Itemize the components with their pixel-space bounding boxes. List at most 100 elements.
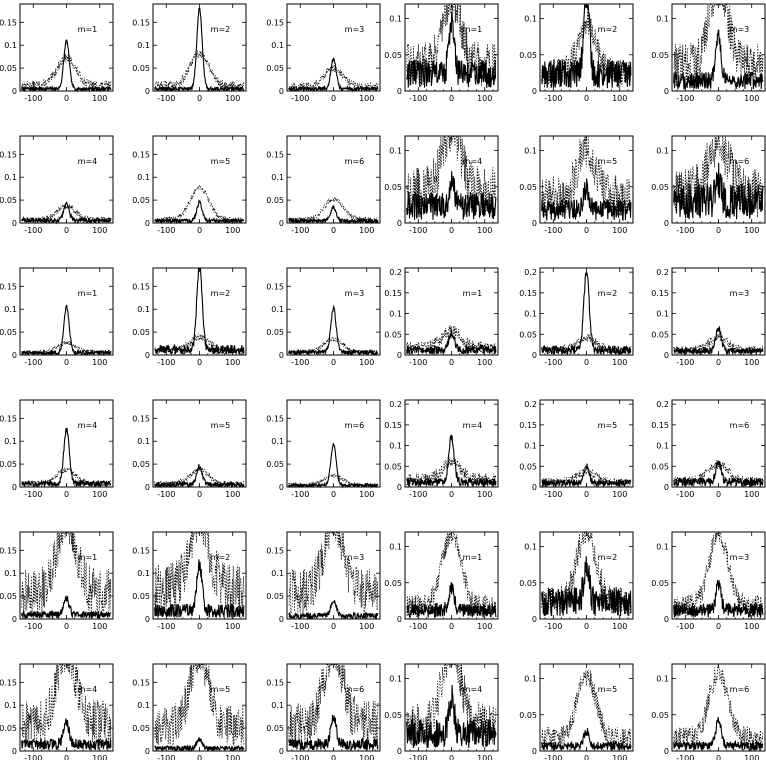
- series-solid: [21, 427, 112, 489]
- x-tick-label: -100: [676, 490, 694, 499]
- panel-label: m=4: [78, 685, 98, 694]
- panel-label: m=5: [211, 421, 231, 430]
- x-tick-label: -100: [409, 226, 427, 235]
- y-tick-label: 0: [532, 615, 537, 624]
- x-tick-label: 100: [612, 490, 627, 499]
- y-tick-label: 0.1: [389, 147, 402, 156]
- series-solid: [673, 460, 764, 488]
- x-tick-label: -100: [291, 94, 309, 103]
- x-tick-label: -100: [676, 226, 694, 235]
- panel-label: m=6: [345, 157, 365, 166]
- panel-label: m=2: [211, 289, 231, 298]
- x-tick-label: -100: [24, 94, 42, 103]
- panel-5-1: -100 0 100 0 0.05 0.1 0.15 m=5: [132, 663, 247, 760]
- y-tick-label: 0: [532, 483, 537, 492]
- y-tick-label: 0.05: [266, 724, 284, 733]
- y-tick-label: 0.1: [389, 675, 402, 684]
- panel-label: m=5: [598, 421, 618, 430]
- series-solid: [673, 717, 764, 752]
- y-tick-label: 0: [279, 483, 284, 492]
- panel-5-3: -100 0 100 0 0.05 0.1 m=4: [384, 663, 499, 760]
- y-tick-label: 0: [664, 87, 669, 96]
- x-tick-label: 100: [225, 94, 240, 103]
- series-solid: [673, 29, 764, 90]
- series-dotted: [673, 4, 764, 87]
- panel-frame: [152, 267, 247, 356]
- panel-label: m=1: [78, 289, 98, 298]
- panel-2-3: -100 0 100 0 0.05 0.1 0.15 0.2 m=1: [384, 267, 499, 367]
- x-tick-label: 0: [331, 226, 336, 235]
- panel-5-5: -100 0 100 0 0.05 0.1 m=6: [651, 663, 766, 760]
- series-solid: [154, 7, 245, 93]
- x-tick-label: 0: [449, 754, 454, 760]
- y-tick-label: 0.05: [384, 183, 402, 192]
- panel-frame: [286, 135, 381, 224]
- x-tick-label: 100: [744, 754, 759, 760]
- series-dotted: [154, 664, 245, 746]
- x-tick-label: 100: [225, 358, 240, 367]
- panel-label: m=3: [345, 25, 365, 34]
- y-tick-label: 0: [279, 87, 284, 96]
- x-tick-label: 0: [449, 226, 454, 235]
- series-dotted: [21, 53, 112, 91]
- y-tick-label: 0.05: [519, 183, 537, 192]
- panel-label: m=4: [78, 157, 98, 166]
- y-tick-label: 0.1: [271, 173, 284, 182]
- panel-label: m=5: [598, 157, 618, 166]
- y-tick-label: 0: [532, 219, 537, 228]
- panel-label: m=2: [598, 25, 618, 34]
- series-solid: [541, 463, 632, 488]
- x-tick-label: 0: [716, 754, 721, 760]
- panel-frame: [19, 399, 114, 488]
- x-tick-label: -100: [291, 754, 309, 760]
- x-tick-label: -100: [409, 622, 427, 631]
- y-tick-label: 0.1: [524, 675, 537, 684]
- y-tick-label: 0.15: [651, 289, 669, 298]
- panel-4-4: -100 0 100 0 0.05 0.1 m=2: [519, 531, 634, 631]
- y-tick-label: 0.2: [389, 268, 402, 277]
- series-solid: [288, 443, 379, 489]
- panel-frame: [19, 135, 114, 224]
- panel-label: m=3: [345, 553, 365, 562]
- y-tick-label: 0.05: [0, 64, 17, 73]
- panel-frame: [671, 399, 766, 488]
- panel-frame: [539, 267, 634, 356]
- panel-3-3: -100 0 100 0 0.05 0.1 0.15 0.2 m=4: [384, 399, 499, 499]
- x-tick-label: 100: [477, 754, 492, 760]
- y-tick-label: 0.05: [384, 330, 402, 339]
- panel-1-2: -100 0 100 0 0.05 0.1 0.15 m=6: [266, 135, 381, 235]
- x-tick-label: 100: [477, 490, 492, 499]
- y-tick-label: 0: [532, 351, 537, 360]
- y-tick-label: 0: [279, 351, 284, 360]
- y-tick-label: 0.1: [656, 543, 669, 552]
- x-tick-label: -100: [409, 358, 427, 367]
- series-solid: [21, 200, 112, 225]
- x-tick-label: 0: [584, 490, 589, 499]
- y-tick-label: 0.05: [132, 196, 150, 205]
- panel-frame: [19, 3, 114, 92]
- series-solid: [406, 171, 497, 220]
- series-solid: [154, 737, 245, 752]
- y-tick-label: 0: [279, 615, 284, 624]
- y-tick-label: 0: [397, 87, 402, 96]
- y-tick-label: 0.05: [519, 330, 537, 339]
- panel-frame: [539, 663, 634, 752]
- y-tick-label: 0: [664, 219, 669, 228]
- panel-frame: [152, 3, 247, 92]
- x-tick-label: 0: [716, 490, 721, 499]
- y-tick-label: 0.15: [0, 414, 17, 423]
- panel-3-0: -100 0 100 0 0.05 0.1 0.15 m=4: [0, 399, 114, 499]
- y-tick-label: 0.15: [132, 18, 150, 27]
- panel-4-5: -100 0 100 0 0.05 0.1 m=3: [651, 531, 766, 631]
- panel-frame: [19, 267, 114, 356]
- x-tick-label: 100: [92, 358, 107, 367]
- series-dotted: [154, 50, 245, 91]
- x-tick-label: 0: [716, 94, 721, 103]
- panel-label: m=5: [598, 685, 618, 694]
- series-solid: [288, 205, 379, 225]
- x-tick-label: 100: [612, 94, 627, 103]
- y-tick-label: 0: [12, 87, 17, 96]
- y-tick-label: 0: [145, 351, 150, 360]
- panel-0-2: -100 0 100 0 0.05 0.1 0.15 m=3: [266, 3, 381, 103]
- x-tick-label: 0: [716, 622, 721, 631]
